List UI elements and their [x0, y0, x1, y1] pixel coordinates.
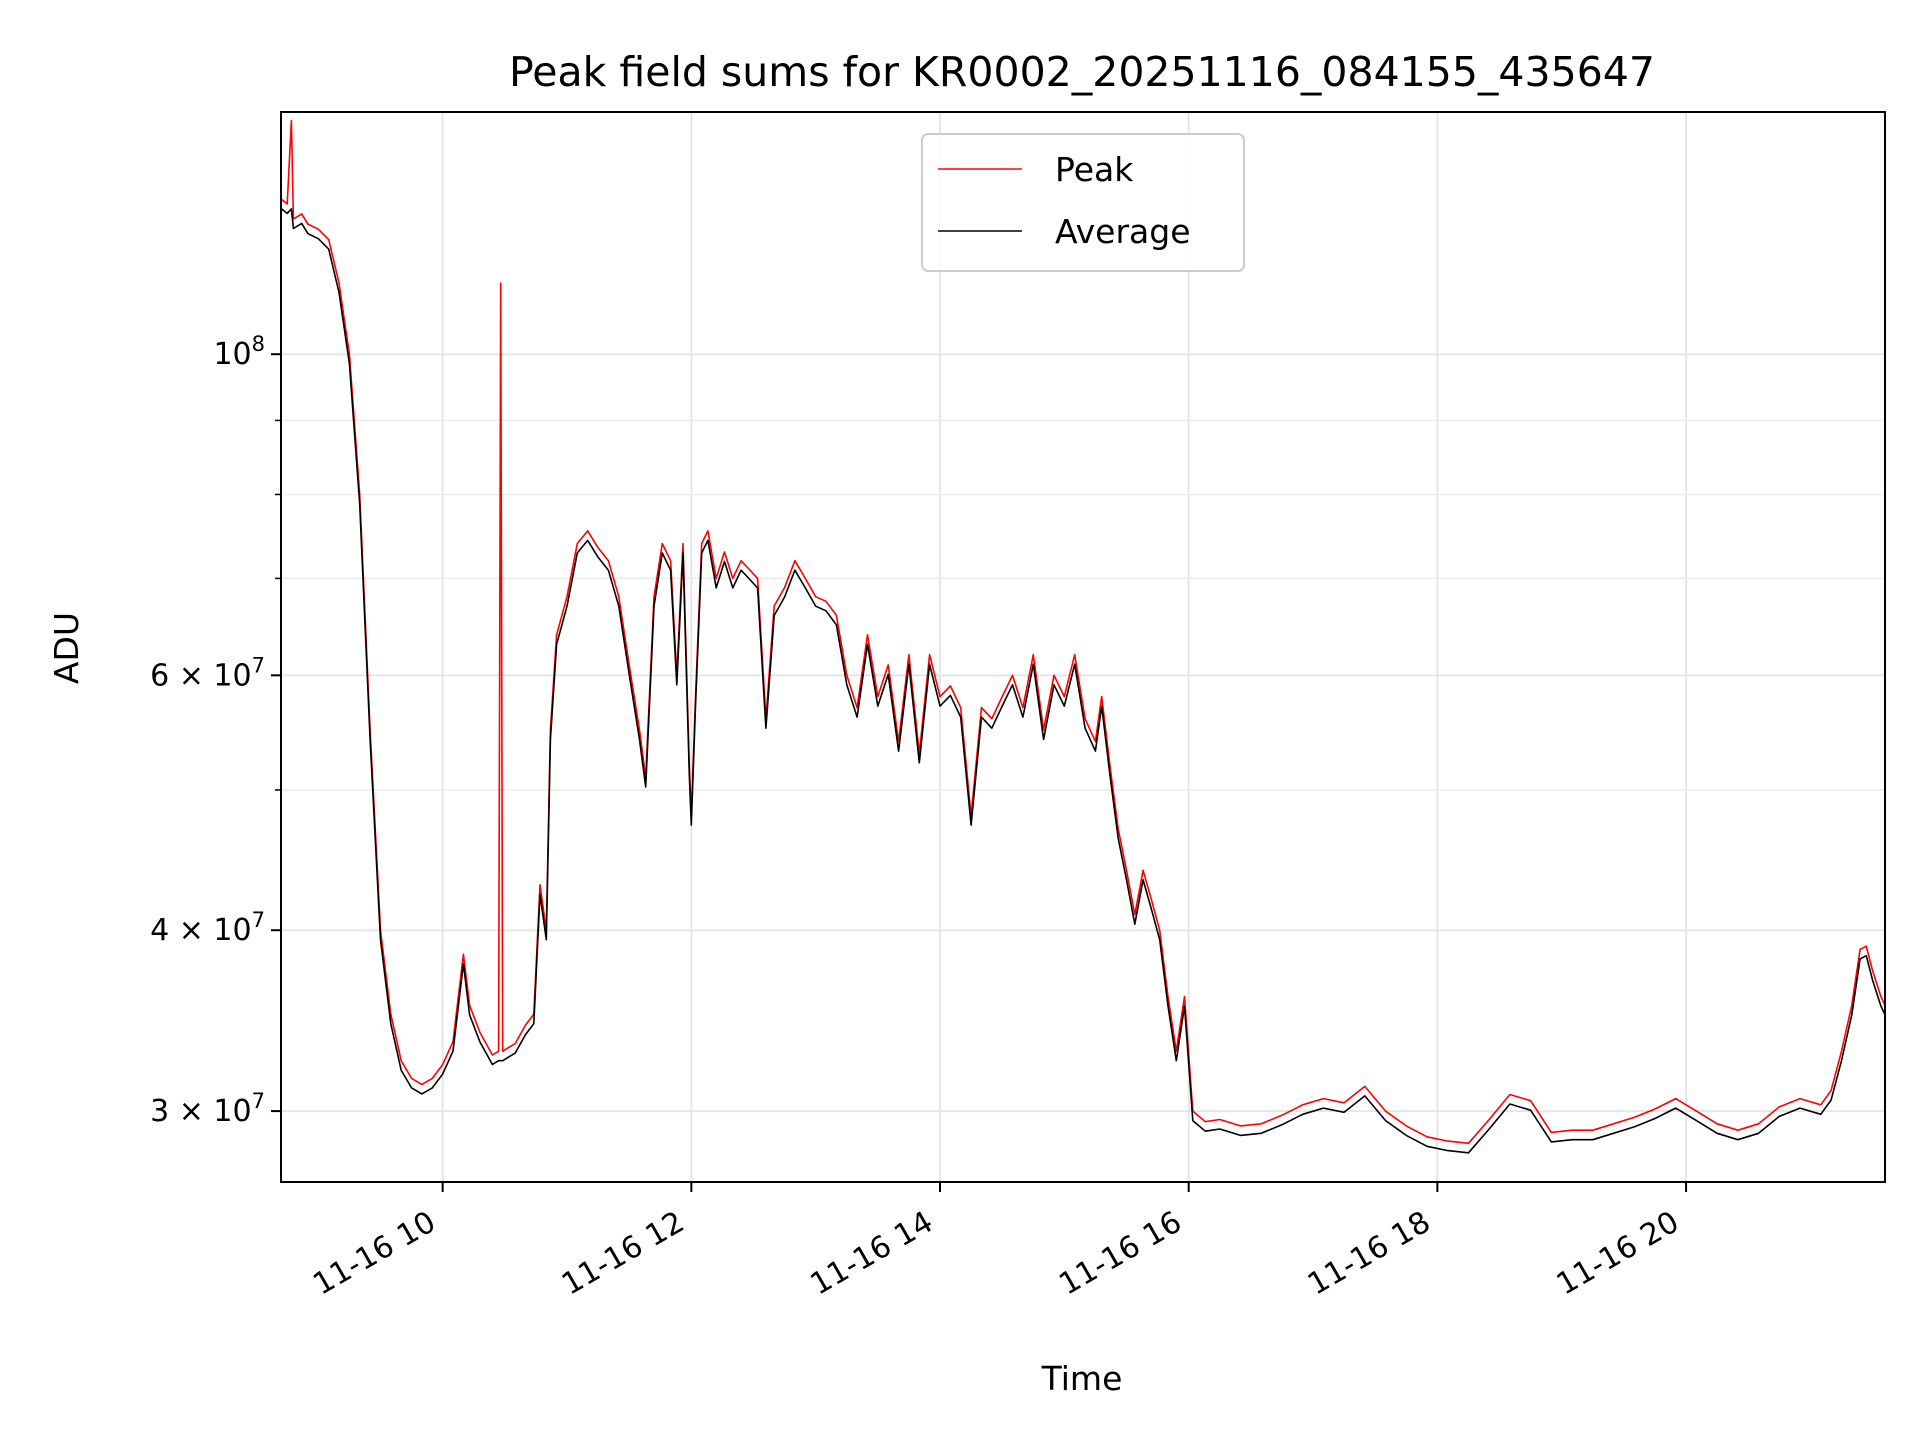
- plot-series: [280, 119, 1886, 1154]
- y-tick-label: 6 × 107: [150, 653, 265, 693]
- series-line-average: [280, 207, 1886, 1154]
- x-axis-label: Time: [1041, 1359, 1123, 1398]
- legend-label-average: Average: [1055, 212, 1191, 251]
- y-tick-label: 108: [213, 332, 265, 372]
- plot-frame: [280, 111, 1886, 1183]
- chart-title: Peak field sums for KR0002_20251116_0841…: [509, 48, 1655, 96]
- legend: Peak Average: [921, 133, 1245, 272]
- legend-label-peak: Peak: [1055, 150, 1134, 189]
- y-tick-label: 4 × 107: [150, 908, 265, 948]
- y-tick-label: 3 × 107: [150, 1089, 265, 1129]
- grid: [281, 112, 1885, 1182]
- series-line-peak: [280, 119, 1886, 1145]
- y-axis-label: ADU: [47, 612, 86, 684]
